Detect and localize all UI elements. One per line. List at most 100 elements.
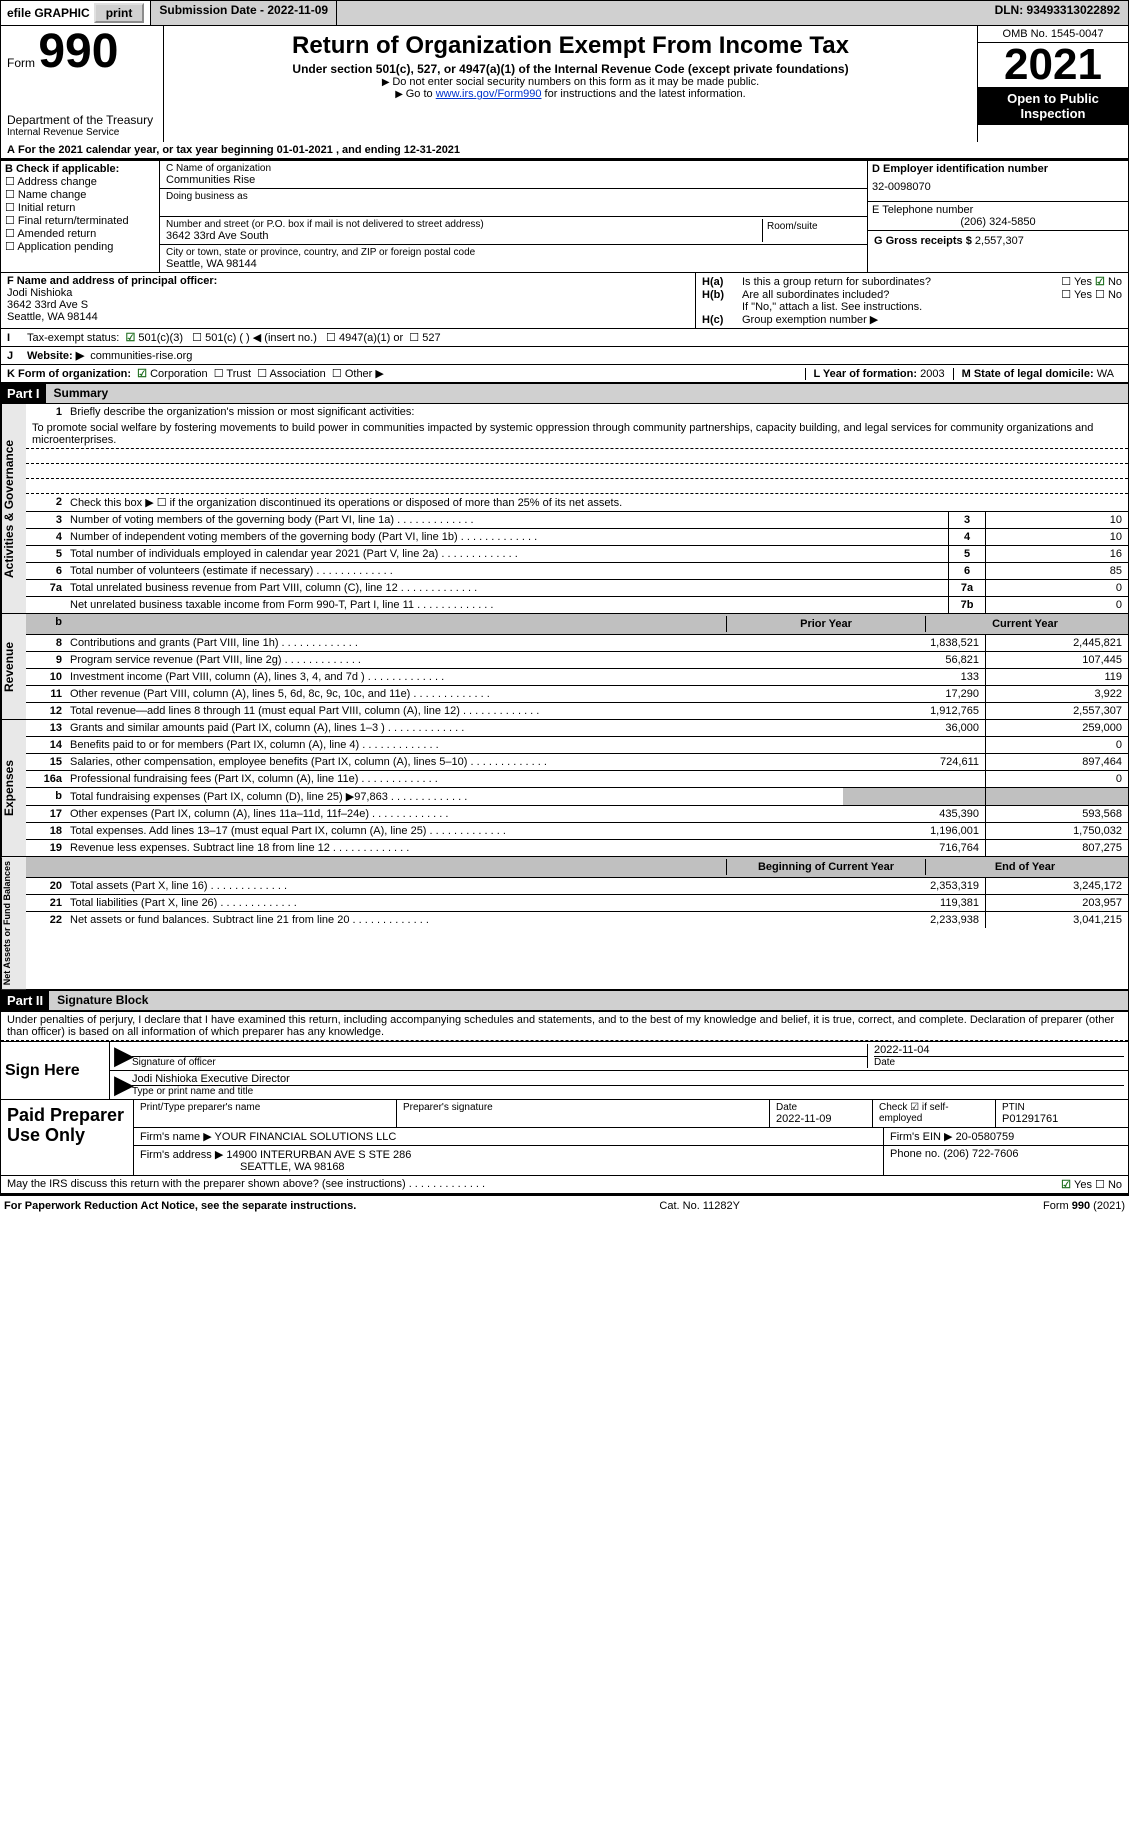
section-bcdeg: B Check if applicable: Address change Na…: [0, 159, 1129, 273]
ein-value: 32-0098070: [872, 175, 1124, 199]
open-to-public: Open to Public Inspection: [978, 87, 1128, 125]
chk-association[interactable]: Association: [257, 368, 326, 380]
discuss-yes[interactable]: Yes: [1061, 1179, 1092, 1191]
table-row: 9 Program service revenue (Part VIII, li…: [26, 652, 1128, 669]
table-row: 20 Total assets (Part X, line 16) 2,353,…: [26, 878, 1128, 895]
chk-name-change[interactable]: Name change: [5, 188, 155, 201]
box-b-title: B Check if applicable:: [5, 163, 155, 175]
side-netassets: Net Assets or Fund Balances: [1, 857, 26, 989]
table-row: 3 Number of voting members of the govern…: [26, 512, 1128, 529]
table-row: 22 Net assets or fund balances. Subtract…: [26, 912, 1128, 928]
tax-year: 2021: [978, 43, 1128, 87]
website-value: communities-rise.org: [90, 350, 192, 362]
chk-self-employed[interactable]: Check ☑ if self-employed: [879, 1102, 989, 1124]
box-klm-row: K Form of organization: Corporation Trus…: [0, 365, 1129, 383]
hb-no[interactable]: No: [1095, 289, 1122, 301]
chk-trust[interactable]: Trust: [214, 368, 251, 380]
chk-4947[interactable]: 4947(a)(1) or: [326, 331, 403, 344]
form-header: Form 990 Department of the Treasury Inte…: [0, 26, 1129, 142]
chk-527[interactable]: 527: [409, 331, 440, 344]
chk-other[interactable]: Other ▶: [332, 368, 384, 380]
box-e-label: E Telephone number: [872, 204, 1124, 216]
dln-label: DLN: 93493313022892: [987, 1, 1128, 25]
discuss-question: May the IRS discuss this return with the…: [7, 1178, 1061, 1191]
form-title: Return of Organization Exempt From Incom…: [168, 32, 973, 60]
chk-initial-return[interactable]: Initial return: [5, 201, 155, 214]
hb-question: Are all subordinates included?: [742, 289, 982, 301]
expenses-section: Expenses 13 Grants and similar amounts p…: [0, 720, 1129, 857]
governance-section: Activities & Governance 1 Briefly descri…: [0, 404, 1129, 614]
topbar-spacer: [337, 1, 986, 25]
firm-name: YOUR FINANCIAL SOLUTIONS LLC: [215, 1131, 397, 1143]
chk-corporation[interactable]: Corporation: [137, 368, 207, 380]
treasury-dept: Department of the Treasury: [7, 113, 157, 127]
form-label: Form: [7, 56, 35, 70]
table-row: 7a Total unrelated business revenue from…: [26, 580, 1128, 597]
hc-question: Group exemption number ▶: [742, 313, 1122, 326]
chk-amended[interactable]: Amended return: [5, 227, 155, 240]
table-row: 6 Total number of volunteers (estimate i…: [26, 563, 1128, 580]
table-row: 21 Total liabilities (Part X, line 26) 1…: [26, 895, 1128, 912]
form-subtitle: Under section 501(c), 527, or 4947(a)(1)…: [168, 62, 973, 76]
print-button[interactable]: print: [94, 3, 145, 23]
table-row: 14 Benefits paid to or for members (Part…: [26, 737, 1128, 754]
mission-text: To promote social welfare by fostering m…: [26, 420, 1128, 449]
chk-address-change[interactable]: Address change: [5, 175, 155, 188]
page-footer: For Paperwork Reduction Act Notice, see …: [0, 1194, 1129, 1216]
ha-no[interactable]: No: [1095, 276, 1122, 288]
goto-note: Go to www.irs.gov/Form990 for instructio…: [168, 88, 973, 100]
ha-question: Is this a group return for subordinates?: [742, 276, 982, 288]
sig-officer-label: Signature of officer: [132, 1057, 867, 1068]
table-row: 12 Total revenue—add lines 8 through 11 …: [26, 703, 1128, 719]
street-address: 3642 33rd Ave South: [166, 230, 762, 242]
arrow-icon: ▶: [114, 1044, 132, 1068]
table-row: 19 Revenue less expenses. Subtract line …: [26, 840, 1128, 856]
website-label: Website: ▶: [27, 349, 84, 362]
table-row: 16a Professional fundraising fees (Part …: [26, 771, 1128, 788]
firm-ein: 20-0580759: [956, 1131, 1015, 1143]
ha-yes[interactable]: Yes: [1061, 276, 1092, 288]
prep-date: 2022-11-09: [776, 1113, 866, 1125]
prior-year-header: Prior Year: [726, 616, 925, 632]
table-row: 11 Other revenue (Part VIII, column (A),…: [26, 686, 1128, 703]
firm-addr2: SEATTLE, WA 98168: [140, 1161, 345, 1173]
year-formation: 2003: [920, 368, 944, 380]
table-row: b Total fundraising expenses (Part IX, c…: [26, 788, 1128, 806]
org-name: Communities Rise: [166, 174, 861, 186]
irs-link[interactable]: www.irs.gov/Form990: [436, 88, 542, 100]
part-2-header: Part II Signature Block: [0, 990, 1129, 1011]
section-fh: F Name and address of principal officer:…: [0, 273, 1129, 329]
sign-here-label: Sign Here: [1, 1042, 110, 1099]
gross-receipts: 2,557,307: [975, 235, 1024, 247]
chk-app-pending[interactable]: Application pending: [5, 240, 155, 253]
footer-mid: Cat. No. 11282Y: [659, 1200, 740, 1212]
box-i-row: I Tax-exempt status: 501(c)(3) 501(c) ( …: [0, 329, 1129, 347]
officer-addr2: Seattle, WA 98144: [7, 311, 689, 323]
chk-final-return[interactable]: Final return/terminated: [5, 214, 155, 227]
part-1-header: Part I Summary: [0, 383, 1129, 404]
footer-left: For Paperwork Reduction Act Notice, see …: [4, 1200, 356, 1212]
table-row: 5 Total number of individuals employed i…: [26, 546, 1128, 563]
city-state-zip: Seattle, WA 98144: [166, 258, 861, 270]
officer-name-title: Jodi Nishioka Executive Director: [132, 1073, 1124, 1085]
sig-date-val: 2022-11-04: [874, 1044, 1124, 1056]
room-label: Room/suite: [767, 221, 857, 232]
hb-yes[interactable]: Yes: [1061, 289, 1092, 301]
chk-501c3[interactable]: 501(c)(3): [125, 331, 183, 344]
penalty-text: Under penalties of perjury, I declare th…: [1, 1012, 1128, 1041]
state-domicile: WA: [1097, 368, 1114, 380]
side-revenue: Revenue: [1, 614, 26, 719]
box-i-label: Tax-exempt status:: [27, 332, 119, 344]
q1-label: Briefly describe the organization's miss…: [66, 404, 1128, 420]
current-year-header: Current Year: [925, 616, 1124, 632]
discuss-no[interactable]: No: [1095, 1179, 1122, 1191]
box-d-label: D Employer identification number: [872, 163, 1124, 175]
officer-name: Jodi Nishioka: [7, 287, 689, 299]
table-row: 8 Contributions and grants (Part VIII, l…: [26, 635, 1128, 652]
chk-501c[interactable]: 501(c) ( ) ◀ (insert no.): [192, 331, 317, 344]
phone-value: (206) 324-5850: [872, 216, 1124, 228]
q2-label: Check this box ▶ ☐ if the organization d…: [66, 494, 1128, 511]
box-g-label: G Gross receipts $: [874, 235, 972, 247]
table-row: 15 Salaries, other compensation, employe…: [26, 754, 1128, 771]
firm-phone: (206) 722-7606: [943, 1148, 1018, 1160]
